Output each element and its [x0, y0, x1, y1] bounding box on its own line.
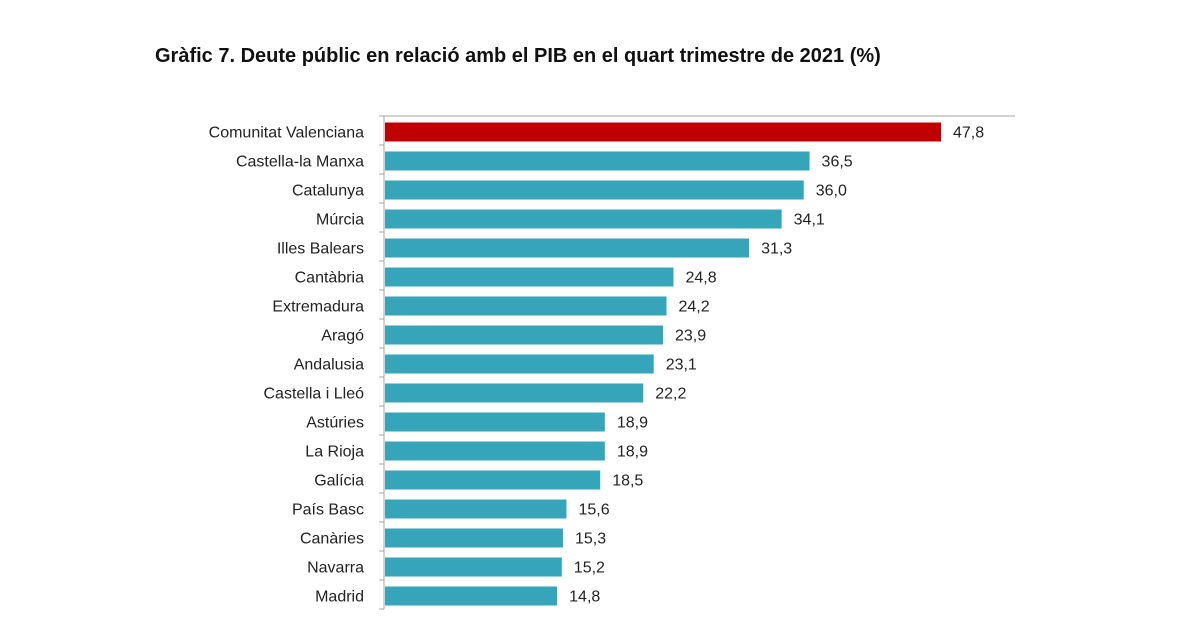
data-label: 18,5 [612, 473, 643, 490]
category-label: Castella i Lleó [264, 386, 365, 403]
category-label: Illes Balears [277, 241, 364, 258]
bar [385, 557, 562, 577]
category-label: Navarra [307, 560, 364, 577]
data-label: 14,8 [569, 589, 600, 606]
bar [385, 238, 750, 258]
category-label: Galícia [314, 473, 364, 490]
bar [385, 499, 567, 519]
bar [385, 325, 663, 345]
data-label: 23,9 [675, 328, 706, 345]
bar [385, 354, 654, 374]
bar [385, 296, 667, 316]
data-label: 18,9 [617, 415, 648, 432]
bar [385, 151, 810, 171]
category-label: Cantàbria [295, 270, 364, 287]
bar [385, 412, 605, 432]
data-label: 36,0 [816, 183, 847, 200]
category-label: Extremadura [272, 299, 364, 316]
data-label: 34,1 [794, 212, 825, 229]
bar [385, 209, 782, 229]
data-label: 36,5 [822, 154, 853, 171]
category-label: Astúries [306, 415, 364, 432]
data-label: 47,8 [953, 125, 984, 142]
data-label: 22,2 [655, 386, 686, 403]
category-label: La Rioja [305, 444, 364, 461]
category-label: Aragó [321, 328, 364, 345]
category-label: Comunitat Valenciana [209, 125, 364, 142]
category-label: Múrcia [316, 212, 364, 229]
bar [385, 122, 941, 142]
category-label: País Basc [292, 502, 364, 519]
bar [385, 267, 674, 287]
data-label: 23,1 [666, 357, 697, 374]
chart-title: Gràfic 7. Deute públic en relació amb el… [155, 45, 881, 67]
data-label: 18,9 [617, 444, 648, 461]
data-label: 15,6 [578, 502, 609, 519]
bar [385, 180, 804, 200]
category-label: Madrid [315, 589, 364, 606]
data-label: 31,3 [761, 241, 792, 258]
category-label: Catalunya [292, 183, 364, 200]
bar [385, 441, 605, 461]
data-label: 15,2 [574, 560, 605, 577]
data-label: 24,2 [678, 299, 709, 316]
category-label: Canàries [300, 531, 364, 548]
category-label: Andalusia [294, 357, 364, 374]
bar [385, 383, 644, 403]
bar [385, 528, 563, 548]
data-label: 15,3 [575, 531, 606, 548]
bar [385, 470, 601, 490]
bar [385, 586, 558, 606]
category-label: Castella-la Manxa [236, 154, 364, 171]
data-label: 24,8 [685, 270, 716, 287]
